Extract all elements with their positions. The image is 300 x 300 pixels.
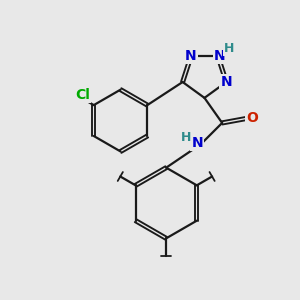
Text: H: H [224, 42, 234, 55]
Text: N: N [192, 136, 203, 150]
Text: Cl: Cl [75, 88, 90, 102]
Text: O: O [246, 112, 258, 125]
Text: N: N [185, 49, 197, 63]
Text: H: H [180, 131, 191, 144]
Text: N: N [214, 49, 225, 63]
Text: N: N [220, 75, 232, 89]
